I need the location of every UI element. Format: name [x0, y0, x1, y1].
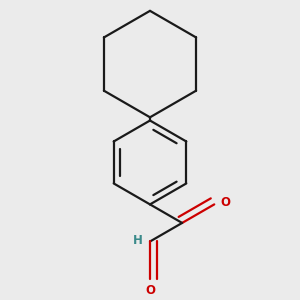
Text: O: O: [145, 284, 155, 297]
Text: O: O: [220, 196, 230, 209]
Text: H: H: [133, 234, 143, 247]
